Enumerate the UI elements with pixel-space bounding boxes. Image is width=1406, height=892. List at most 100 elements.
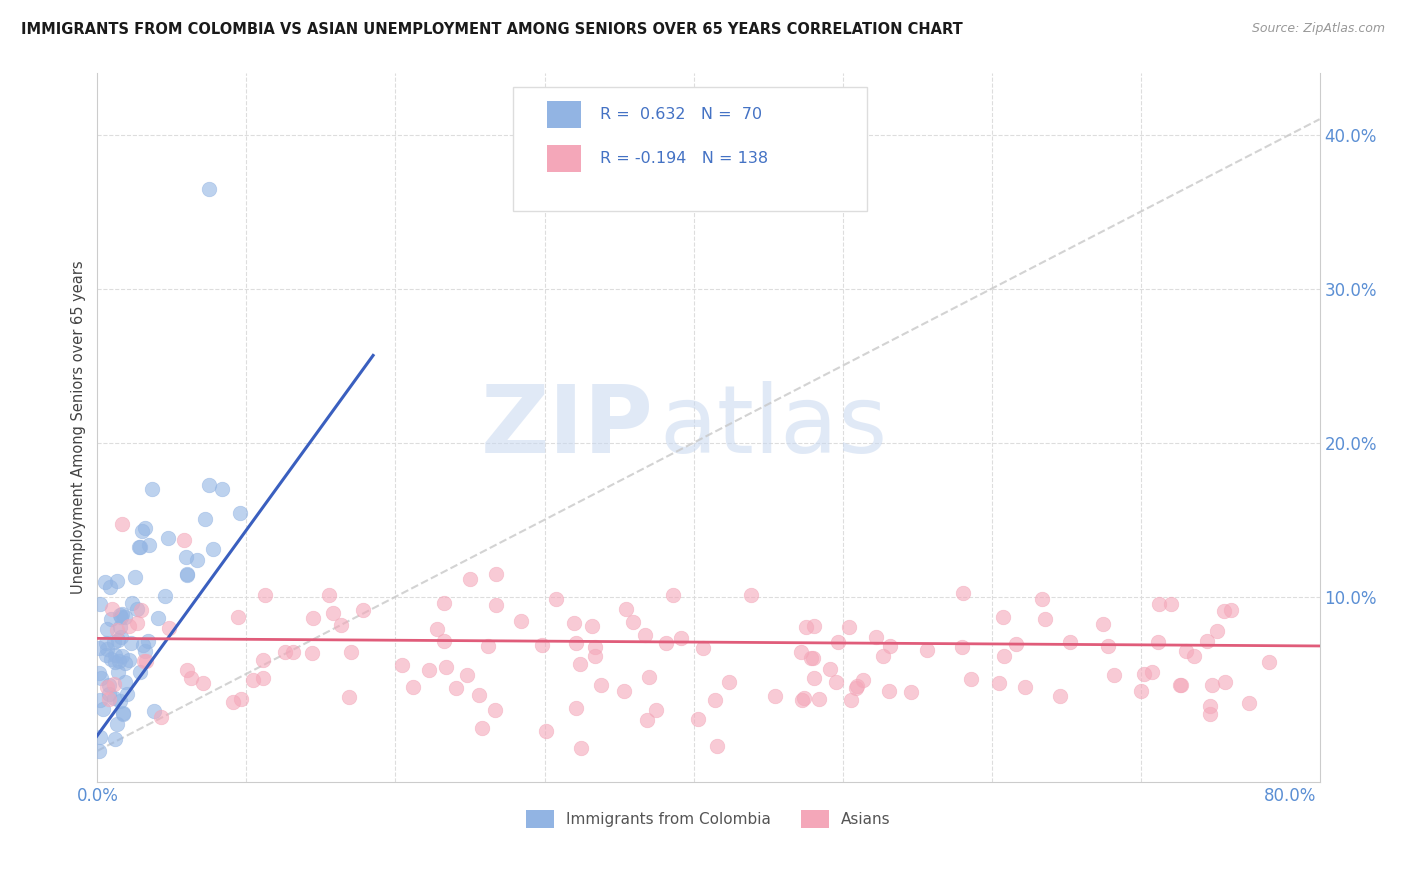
Point [202,541,225,556]
Point [839,693,862,707]
Point [115,687,138,701]
Point [198,181,221,195]
Point [1147,598,1170,612]
Point [1129,684,1152,698]
Point [1175,644,1198,658]
Text: atlas: atlas [659,381,887,474]
Point [458,572,481,586]
Point [959,672,981,686]
Point [322,607,344,621]
Point [281,645,304,659]
Point [790,693,813,707]
Point [226,609,249,624]
Text: R =  0.632   N =  70: R = 0.632 N = 70 [600,107,762,122]
Point [136,634,159,648]
Point [900,685,922,699]
Point [98,678,121,692]
Point [87,665,110,680]
Point [96,648,118,662]
Point [1140,665,1163,680]
Point [111,607,134,622]
Point [790,645,813,659]
Point [89,693,111,707]
Point [98,687,121,701]
Point [301,646,323,660]
Point [703,693,725,707]
Point [915,642,938,657]
Point [104,655,127,669]
Point [1213,604,1236,618]
Point [589,677,612,691]
Point [87,744,110,758]
Point [110,648,132,663]
Point [565,701,588,715]
Point [135,653,157,667]
Point [173,533,195,548]
Point [118,653,141,667]
Point [1220,602,1243,616]
Point [228,506,250,520]
Point [129,603,152,617]
Point [89,640,111,655]
Point [1033,612,1056,626]
Point [318,588,340,602]
Point [100,612,122,626]
FancyBboxPatch shape [513,87,868,211]
Point [991,610,1014,624]
Point [156,531,179,545]
Point [132,655,155,669]
Point [636,713,658,727]
Point [120,636,142,650]
Point [103,690,125,705]
Point [950,640,973,654]
Point [614,602,637,616]
Point [229,691,252,706]
Y-axis label: Unemployment Among Seniors over 65 years: Unemployment Among Seniors over 65 years [72,260,86,594]
Point [340,645,363,659]
Point [118,618,141,632]
Point [1014,681,1036,695]
Point [638,670,661,684]
Point [1091,616,1114,631]
Point [872,649,894,664]
Point [796,620,818,634]
Point [194,512,217,526]
Point [100,652,122,666]
Point [274,645,297,659]
Point [114,657,136,671]
Point [634,627,657,641]
Text: Source: ZipAtlas.com: Source: ZipAtlas.com [1251,22,1385,36]
Point [105,623,128,637]
Point [110,630,132,644]
Point [827,634,849,648]
Point [1201,678,1223,692]
Point [824,675,846,690]
Point [176,567,198,582]
Point [569,740,592,755]
Point [103,635,125,649]
Point [402,680,425,694]
Point [105,716,128,731]
Point [198,478,221,492]
Point [131,524,153,538]
Point [671,631,693,645]
Point [477,639,499,653]
Point [108,654,131,668]
Point [128,540,150,554]
Point [1205,624,1227,638]
Point [337,690,360,705]
Point [993,649,1015,664]
Point [879,639,901,653]
Point [127,602,149,616]
Point [352,603,374,617]
Point [706,739,728,753]
Point [96,680,118,694]
Point [1213,675,1236,690]
Point [655,636,678,650]
Point [1198,707,1220,722]
FancyBboxPatch shape [547,102,581,128]
Point [800,651,823,665]
Point [222,695,245,709]
Point [531,639,554,653]
Point [1147,635,1170,649]
